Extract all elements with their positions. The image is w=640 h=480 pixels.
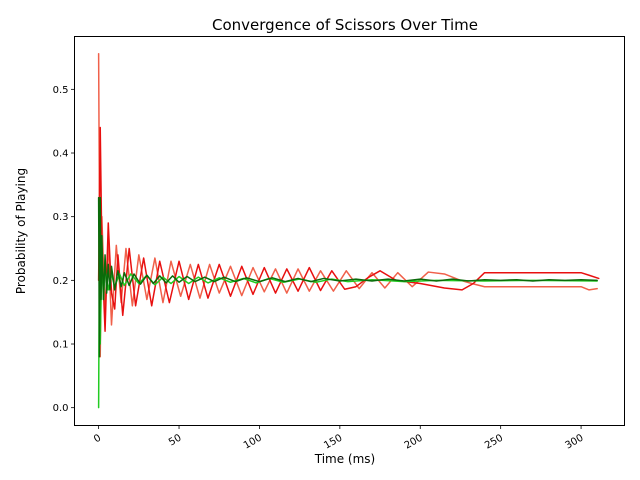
y-tick-label: 0.5 xyxy=(53,85,69,96)
x-tick-label: 250 xyxy=(483,433,505,452)
y-axis-label: Probability of Playing xyxy=(14,168,28,294)
x-tick-label: 100 xyxy=(242,433,264,452)
x-tick-label: 0 xyxy=(92,433,103,446)
x-tick-label: 300 xyxy=(564,433,586,452)
y-axis: 0.0 0.1 0.2 0.3 0.4 0.5 xyxy=(53,85,75,414)
plot-frame xyxy=(74,36,625,426)
y-tick-label: 0.0 xyxy=(53,403,69,414)
x-tick-label: 150 xyxy=(322,433,344,452)
y-tick-label: 0.4 xyxy=(53,149,69,160)
series-line-4 xyxy=(97,196,598,358)
series-line-1 xyxy=(97,52,598,358)
chart-title: Convergence of Scissors Over Time xyxy=(212,16,478,34)
x-axis-label: Time (ms) xyxy=(314,452,376,466)
x-tick-label: 50 xyxy=(167,433,184,449)
series-layer xyxy=(97,52,600,409)
y-tick-label: 0.3 xyxy=(53,212,69,223)
plot-area xyxy=(74,36,625,426)
series-line-3 xyxy=(97,235,598,409)
y-tick-label: 0.2 xyxy=(53,276,69,287)
x-tick-label: 200 xyxy=(403,433,425,452)
y-tick-label: 0.1 xyxy=(53,340,69,351)
x-axis: 0 50 100 150 200 250 300 xyxy=(92,425,586,452)
